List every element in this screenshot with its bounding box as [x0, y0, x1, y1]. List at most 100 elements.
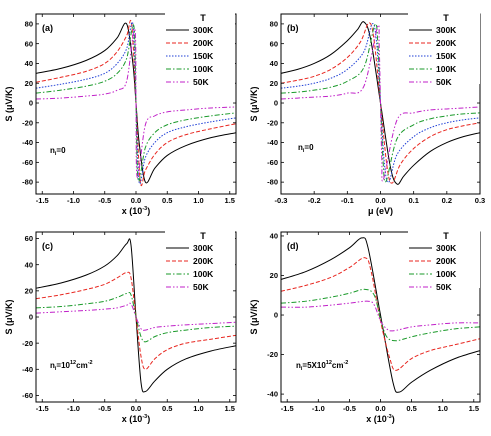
- series-line-50K: [281, 300, 480, 332]
- series-line-50K: [281, 24, 480, 182]
- x-tick-label: 1.5: [225, 196, 235, 205]
- legend-entry-300K: 300K: [436, 25, 457, 35]
- annotation: ni=5X1012cm-2: [296, 360, 348, 372]
- y-tick-label: 60: [25, 234, 33, 243]
- y-tick-label: 60: [25, 39, 33, 48]
- x-axis-label: x (10-3): [122, 414, 150, 424]
- series-line-100K: [281, 288, 480, 342]
- series-line-200K: [36, 271, 236, 370]
- x-tick-label: -0.3: [275, 196, 288, 205]
- y-tick-label: -20: [267, 118, 278, 127]
- y-tick-label: 20: [270, 79, 278, 88]
- panel-2: -1.5 -1.0 -0.5 0.0 0.5 1.0 1.5 -60 -40 -20 0 20 40 60…: [4, 230, 237, 424]
- y-tick-label: 0: [274, 311, 278, 320]
- y-tick-label: -80: [22, 178, 33, 187]
- series-line-100K: [36, 24, 236, 182]
- x-tick-label: 0.5: [406, 404, 416, 413]
- legend-entry-100K: 100K: [436, 64, 457, 74]
- panel-label: (a): [42, 23, 53, 33]
- x-tick-label: 0.0: [131, 196, 141, 205]
- legend-title: T: [443, 231, 449, 241]
- y-tick-label: 40: [25, 59, 33, 68]
- series-line-150K: [281, 23, 480, 183]
- legend: T 300K 200K 100K 50K: [165, 230, 235, 292]
- series-group: [281, 21, 480, 185]
- x-tick-label: 0.5: [162, 404, 172, 413]
- series-group: [36, 238, 236, 393]
- y-tick-label: 80: [25, 19, 33, 28]
- legend-entry-150K: 150K: [436, 51, 457, 61]
- x-tick-label: -0.5: [98, 404, 111, 413]
- x-tick-label: 1.0: [193, 404, 203, 413]
- x-tick-label: 0.5: [162, 196, 172, 205]
- x-axis-label: x (10-3): [366, 414, 394, 424]
- x-tick-label: 0.3: [475, 196, 485, 205]
- y-tick-label: -20: [22, 118, 33, 127]
- panel-label: (b): [287, 23, 299, 33]
- x-tick-label: -1.5: [36, 196, 49, 205]
- x-tick-label: -0.2: [308, 196, 321, 205]
- y-tick-label: 0: [29, 99, 33, 108]
- legend: T 300K 200K 150K 100K 50K: [408, 12, 480, 87]
- legend-entry-100K: 100K: [193, 64, 214, 74]
- y-tick-label: -40: [267, 138, 278, 147]
- panel-0: -1.5 -1.0 -0.5 0.0 0.5 1.0 1.5 -80 -60 -40 -20 0 20 4…: [4, 12, 237, 216]
- x-tick-label: -0.5: [98, 196, 111, 205]
- series-line-300K: [281, 237, 480, 393]
- legend: T 300K 200K 150K 100K 50K: [165, 12, 235, 87]
- y-tick-label: -20: [267, 350, 278, 359]
- series-line-50K: [36, 28, 236, 178]
- legend-entry-150K: 150K: [193, 51, 214, 61]
- y-tick-label: -20: [22, 339, 33, 348]
- x-axis-label: x (10-3): [122, 206, 150, 216]
- x-tick-label: 0.1: [408, 196, 418, 205]
- legend-title: T: [200, 13, 206, 23]
- legend-entry-50K: 50K: [193, 282, 209, 292]
- y-tick-label: -60: [22, 391, 33, 400]
- x-tick-label: -1.0: [312, 404, 325, 413]
- panel-label: (d): [287, 241, 299, 251]
- y-tick-label: -60: [22, 158, 33, 167]
- y-axis-label: S (μV/K): [249, 86, 259, 121]
- x-tick-label: 1.0: [437, 404, 447, 413]
- legend-entry-200K: 200K: [193, 256, 214, 266]
- series-line-100K: [36, 291, 236, 343]
- y-tick-label: 40: [270, 59, 278, 68]
- series-group: [281, 237, 480, 393]
- x-tick-label: 1.5: [469, 404, 479, 413]
- annotation: ni=0: [50, 146, 66, 157]
- y-tick-label: 0: [29, 313, 33, 322]
- x-tick-label: -0.1: [341, 196, 354, 205]
- x-tick-label: -0.5: [343, 404, 356, 413]
- legend-entry-300K: 300K: [193, 25, 214, 35]
- y-tick-label: 0: [274, 99, 278, 108]
- legend-title: T: [200, 231, 206, 241]
- y-axis-label: S (μV/K): [4, 86, 14, 121]
- panel-label: (c): [42, 241, 53, 251]
- legend-entry-200K: 200K: [193, 38, 214, 48]
- y-tick-label: -40: [267, 390, 278, 399]
- legend-entry-50K: 50K: [436, 282, 452, 292]
- y-tick-label: -40: [22, 365, 33, 374]
- y-tick-label: 80: [270, 19, 278, 28]
- panel-1: -0.3 -0.2 -0.1 0.0 0.1 0.2 0.3 -80 -60 -40 -20 0 20 4…: [249, 12, 485, 216]
- y-tick-label: -80: [267, 178, 278, 187]
- legend-entry-100K: 100K: [193, 269, 214, 279]
- y-tick-label: 40: [270, 232, 278, 241]
- y-tick-label: 20: [270, 271, 278, 280]
- legend-entry-300K: 300K: [193, 243, 214, 253]
- x-tick-label: 0.2: [442, 196, 452, 205]
- series-line-300K: [36, 238, 236, 393]
- y-tick-label: 40: [25, 260, 33, 269]
- x-axis-label: μ (eV): [368, 206, 393, 216]
- legend: T 300K 200K 100K 50K: [408, 230, 480, 292]
- annotation: ni=1012cm-2: [50, 360, 93, 372]
- x-tick-label: 0.0: [375, 196, 385, 205]
- x-tick-label: -1.0: [67, 404, 80, 413]
- legend-entry-200K: 200K: [436, 256, 457, 266]
- legend-entry-50K: 50K: [193, 77, 209, 87]
- y-axis-label: S (μV/K): [4, 299, 14, 334]
- y-tick-label: 20: [25, 286, 33, 295]
- series-line-150K: [36, 21, 236, 185]
